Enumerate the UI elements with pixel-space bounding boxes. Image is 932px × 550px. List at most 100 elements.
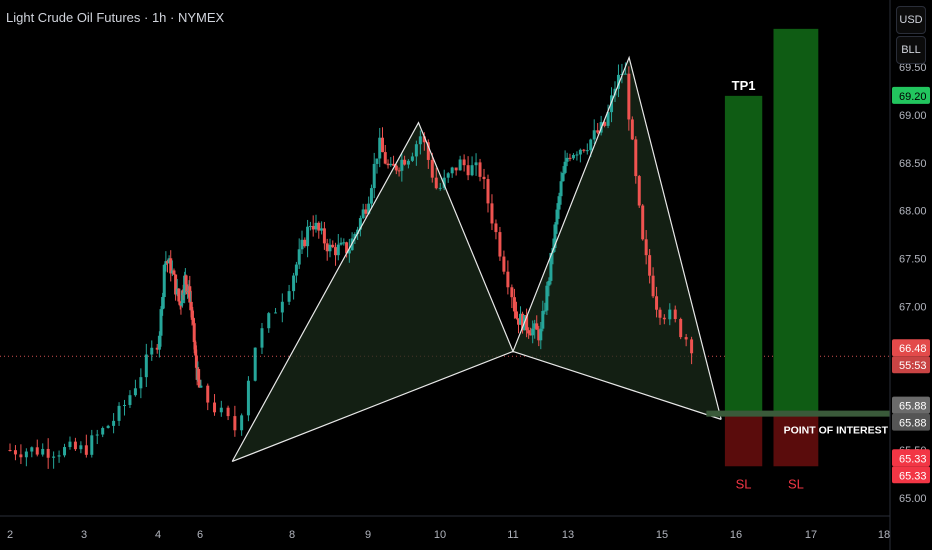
candle-body: [253, 347, 257, 381]
price-label-poi: 65.88: [899, 401, 927, 413]
candle-body: [345, 242, 349, 254]
candle-body: [226, 407, 230, 417]
candle-body: [361, 209, 365, 219]
candle-body: [68, 441, 72, 448]
candle-body: [219, 407, 223, 413]
candle-body: [213, 402, 217, 413]
candle-body: [311, 225, 315, 230]
candle-body: [512, 297, 516, 312]
chart-title: Light Crude Oil Futures · 1h · NYMEX: [6, 10, 225, 25]
candle-body: [490, 203, 494, 224]
price-tick: 69.00: [899, 110, 927, 122]
candle-body: [458, 159, 462, 171]
candle-body: [334, 247, 338, 256]
candle-body: [673, 309, 677, 320]
candle-body: [641, 205, 645, 240]
candle-body: [533, 323, 537, 329]
candle-body: [233, 416, 237, 431]
unit-button[interactable]: BLL: [896, 36, 926, 64]
candle-body: [392, 163, 396, 166]
candle-body: [101, 428, 105, 435]
candle-body: [193, 342, 197, 350]
candle-body: [300, 239, 304, 250]
price-label-tp: 69.20: [899, 91, 927, 103]
candle-body: [90, 435, 94, 455]
price-label-sl2-bg: [892, 466, 930, 484]
tp-zone-2[interactable]: [773, 28, 819, 414]
currency-button[interactable]: USD: [896, 6, 926, 34]
candle-body: [30, 447, 34, 452]
candle-body: [194, 349, 198, 356]
time-tick: 13: [562, 529, 574, 541]
candle-body: [529, 333, 533, 336]
price-tick: 67.50: [899, 254, 927, 266]
candle-body: [194, 355, 198, 368]
candle-body: [555, 209, 559, 225]
price-tick-partial: 69.50: [899, 62, 927, 74]
candle-body: [84, 445, 88, 455]
candle-body: [397, 170, 401, 172]
candle-body: [191, 318, 195, 324]
candle-body: [627, 73, 631, 120]
candle-body: [13, 450, 17, 455]
candle-body: [418, 136, 422, 145]
candle-body: [117, 405, 121, 421]
candle-body: [320, 228, 324, 231]
candle-body: [557, 196, 561, 210]
candle-body: [150, 347, 154, 355]
candle-body: [369, 188, 373, 204]
candle-body: [578, 149, 582, 155]
candle-body: [367, 203, 371, 214]
candle-body: [470, 165, 474, 176]
candle-body: [161, 297, 165, 310]
candle-body: [606, 112, 610, 126]
candle-body: [446, 173, 450, 178]
candle-body: [571, 154, 575, 159]
candle-body: [175, 288, 179, 295]
candle-body: [442, 177, 446, 188]
candle-body: [331, 244, 335, 248]
price-label-poi-bg: [892, 396, 930, 414]
price-label-countdown-bg: [892, 356, 930, 374]
candle-body: [596, 130, 600, 133]
price-label-countdown: 55:53: [899, 360, 927, 372]
pattern-xb-line: [231, 350, 514, 463]
time-tick: 4: [155, 529, 161, 541]
candle-body: [336, 244, 340, 256]
candle-body: [539, 328, 543, 341]
sl-zone-2[interactable]: [773, 413, 819, 467]
candle-body: [506, 271, 510, 288]
sl-zone-1[interactable]: [724, 413, 763, 467]
time-tick: 15: [656, 529, 668, 541]
candle-body: [541, 310, 545, 329]
candle-body: [157, 335, 161, 350]
candle-body: [274, 312, 278, 314]
tp-label-1: TP1: [732, 78, 756, 93]
candle-body: [543, 310, 547, 312]
candle-body: [162, 264, 166, 298]
candle-body: [525, 315, 529, 331]
time-tick: 17: [805, 529, 817, 541]
tp-zone-1[interactable]: [724, 95, 763, 414]
candle-body: [123, 404, 127, 406]
candle-body: [358, 218, 362, 230]
candle-body: [394, 165, 398, 171]
candle-body: [381, 137, 384, 153]
time-tick: 3: [81, 529, 87, 541]
pattern-bd-line: [512, 350, 722, 420]
candle-body: [498, 232, 502, 257]
candle-body: [478, 162, 482, 177]
candle-body: [267, 313, 271, 329]
candle-body: [179, 305, 183, 307]
time-tick: 8: [289, 529, 295, 541]
time-tick: 9: [365, 529, 371, 541]
candle-body: [545, 285, 549, 311]
candle-body: [180, 303, 184, 306]
candle-body: [206, 385, 210, 403]
candle-body: [406, 160, 410, 165]
candle-body: [623, 73, 627, 75]
candle-body: [438, 187, 442, 189]
candle-body: [180, 290, 184, 304]
candle-body: [519, 313, 523, 325]
